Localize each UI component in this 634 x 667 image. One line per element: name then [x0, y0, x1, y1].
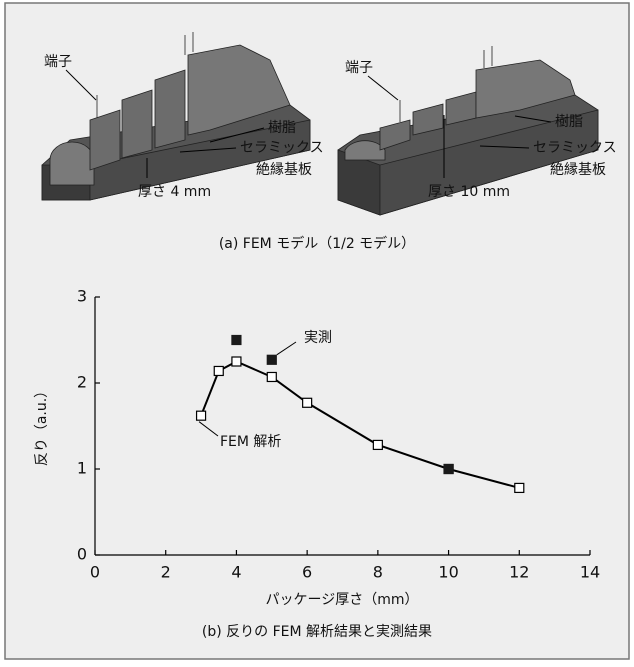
marker [303, 398, 312, 407]
resin-label: 樹脂 [555, 114, 583, 130]
x-tick-label: 4 [231, 563, 241, 582]
substrate-label: セラミックス [533, 140, 617, 156]
series-label: 実測 [304, 330, 332, 346]
marker [444, 465, 453, 474]
marker [515, 483, 524, 492]
y-tick-label: 0 [77, 545, 87, 564]
x-tick-label: 10 [438, 563, 458, 582]
x-tick-label: 2 [161, 563, 171, 582]
y-axis-label: 反り（a.u.） [34, 384, 50, 466]
x-tick-label: 0 [90, 563, 100, 582]
y-tick-label: 1 [77, 459, 87, 478]
marker [214, 366, 223, 375]
marker [232, 336, 241, 345]
terminal-label: 端子 [44, 54, 72, 70]
marker [267, 355, 276, 364]
caption: (a) FEM モデル（1/2 モデル） [219, 235, 415, 252]
thickness-label: 厚さ 10 mm [428, 184, 510, 200]
x-tick-label: 12 [509, 563, 529, 582]
x-tick-label: 14 [580, 563, 600, 582]
y-tick-label: 2 [77, 373, 87, 392]
terminal-label: 端子 [345, 60, 373, 76]
substrate-label: 絶縁基板 [256, 161, 312, 178]
substrate-label: 絶縁基板 [550, 161, 606, 178]
series-label: FEM 解析 [220, 434, 281, 450]
x-axis-label: パッケージ厚さ（mm） [266, 592, 419, 608]
marker [197, 411, 206, 420]
caption: (b) 反りの FEM 解析結果と実測結果 [202, 624, 432, 640]
thickness-label: 厚さ 4 mm [138, 184, 211, 200]
resin-label: 樹脂 [268, 120, 296, 136]
x-tick-label: 8 [373, 563, 383, 582]
substrate-label: セラミックス [240, 140, 324, 156]
marker [373, 440, 382, 449]
marker [232, 357, 241, 366]
marker [267, 372, 276, 381]
x-tick-label: 6 [302, 563, 312, 582]
figure: 端子 樹脂 セラミックス 絶縁基板 厚さ 4 mm 端子 樹脂 セラミックス 絶… [0, 0, 634, 663]
y-tick-label: 3 [77, 287, 87, 306]
